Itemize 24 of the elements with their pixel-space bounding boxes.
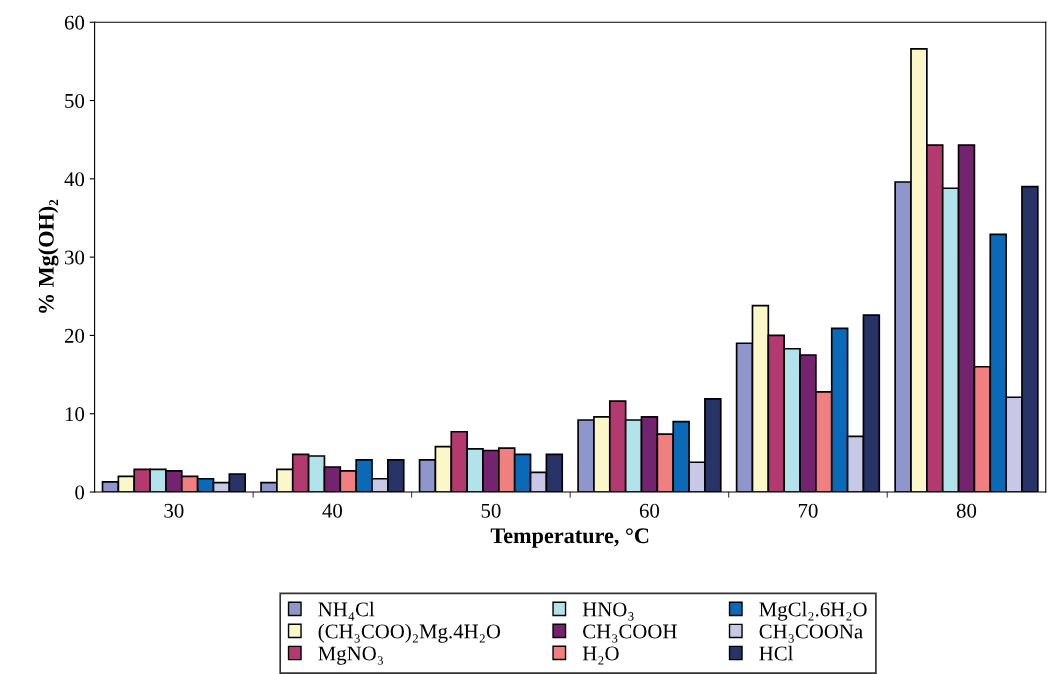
legend-label: H₂O — [582, 646, 619, 665]
y-tick-label: 10 — [65, 407, 85, 422]
legend-label: MgCl₂.6H₂O — [759, 601, 867, 621]
legend-label: CH₃COONa — [759, 624, 863, 643]
x-tick-label: 40 — [322, 503, 342, 518]
y-tick-label: 30 — [65, 250, 85, 265]
x-tick-label: 80 — [956, 503, 977, 518]
y-tick-label: 0 — [75, 485, 85, 500]
y-axis-title: % Mg(OH)₂ — [38, 199, 59, 313]
legend-label: CH₃COOH — [583, 624, 677, 643]
y-tick-label: 20 — [64, 328, 85, 343]
legend-label: HNO₃ — [582, 602, 634, 621]
x-tick-label: 60 — [639, 503, 660, 518]
y-tick-label: 60 — [64, 15, 85, 30]
x-axis-title: Temperature, °C — [490, 528, 649, 548]
legend-label: NH₄Cl — [318, 601, 375, 621]
y-tick-label: 50 — [65, 93, 85, 108]
legend-label: MgNO₃ — [318, 646, 383, 665]
x-tick-label: 70 — [798, 503, 818, 518]
y-tick-label: 40 — [64, 172, 85, 187]
x-tick-label: 30 — [164, 503, 184, 518]
x-tick-label: 50 — [481, 503, 501, 518]
legend-label: HCl — [759, 645, 793, 661]
legend-label: (CH₃COO)₂Mg.4H₂O — [318, 623, 501, 643]
